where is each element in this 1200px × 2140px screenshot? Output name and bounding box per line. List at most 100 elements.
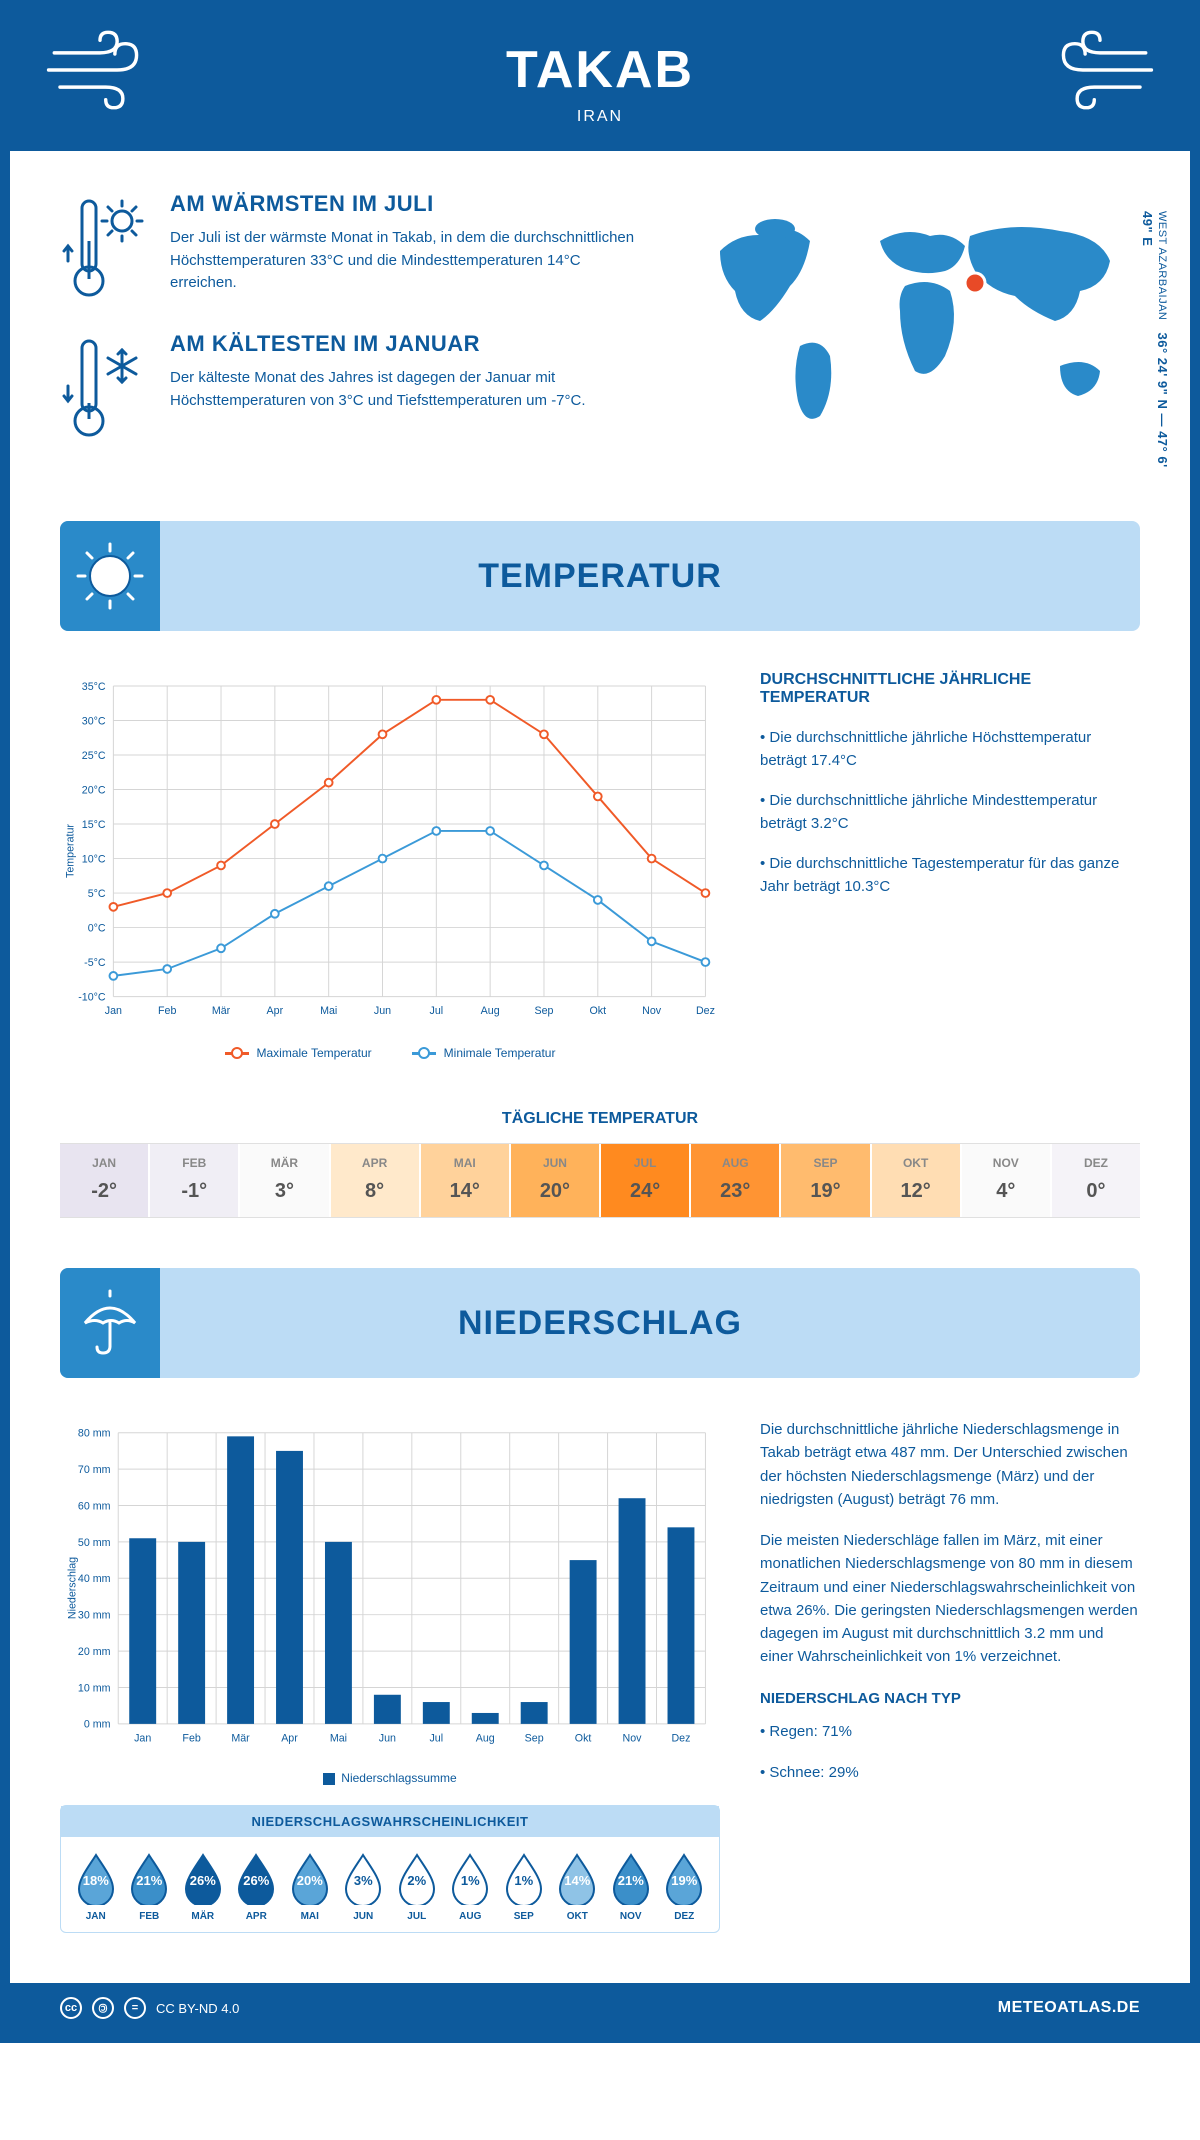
- drop-cell: 1% AUG: [444, 1851, 498, 1922]
- temperature-banner: TEMPERATUR: [60, 521, 1140, 631]
- temperature-section: -10°C-5°C0°C5°C10°C15°C20°C25°C30°C35°CJ…: [10, 631, 1190, 1080]
- drop-pct: 19%: [671, 1873, 697, 1888]
- temp-bullet: • Die durchschnittliche jährliche Höchst…: [760, 727, 1140, 772]
- svg-text:Feb: Feb: [182, 1732, 200, 1744]
- temperature-title: TEMPERATUR: [478, 557, 722, 596]
- drop-cell: 1% SEP: [497, 1851, 551, 1922]
- drop-month: MÄR: [176, 1911, 230, 1922]
- drop-month: APR: [230, 1911, 284, 1922]
- daily-month: APR: [331, 1156, 419, 1170]
- svg-text:20 mm: 20 mm: [78, 1646, 111, 1658]
- precip-section: 0 mm10 mm20 mm30 mm40 mm50 mm60 mm70 mm8…: [10, 1378, 1190, 1953]
- drop-icon: 20%: [289, 1851, 331, 1905]
- city-title: TAKAB: [30, 40, 1170, 100]
- drop-icon: 2%: [396, 1851, 438, 1905]
- svg-text:5°C: 5°C: [88, 888, 106, 900]
- drop-month: MAI: [283, 1911, 337, 1922]
- svg-text:Nov: Nov: [623, 1732, 643, 1744]
- drop-month: NOV: [604, 1911, 658, 1922]
- daily-cell: FEB -1°: [150, 1144, 240, 1217]
- site-name: METEOATLAS.DE: [998, 1999, 1140, 2017]
- svg-text:Apr: Apr: [281, 1732, 298, 1744]
- temperature-chart: -10°C-5°C0°C5°C10°C15°C20°C25°C30°C35°CJ…: [60, 671, 720, 1060]
- chart-legend: .legend-item:nth-child(1) .legend-swatch…: [60, 1046, 720, 1060]
- thermometer-hot-icon: [60, 191, 150, 301]
- svg-text:Jan: Jan: [134, 1732, 151, 1744]
- svg-text:Jul: Jul: [430, 1005, 444, 1017]
- temp-facts: AM WÄRMSTEN IM JULI Der Juli ist der wär…: [60, 191, 650, 471]
- drop-pct: 21%: [136, 1873, 162, 1888]
- daily-value: 12°: [872, 1180, 960, 1203]
- daily-value: 19°: [781, 1180, 869, 1203]
- daily-month: JUL: [601, 1156, 689, 1170]
- daily-month: JUN: [511, 1156, 599, 1170]
- license-text: CC BY-ND 4.0: [156, 2001, 239, 2016]
- svg-text:Jun: Jun: [374, 1005, 391, 1017]
- drop-icon: 26%: [182, 1851, 224, 1905]
- wind-icon: [1040, 30, 1160, 110]
- svg-text:15°C: 15°C: [82, 819, 106, 831]
- sun-icon: [75, 541, 145, 611]
- svg-text:Mär: Mär: [212, 1005, 231, 1017]
- footer-left: cc 🄯 = CC BY-ND 4.0: [60, 1997, 239, 2019]
- drop-cell: 26% MÄR: [176, 1851, 230, 1922]
- legend-max: .legend-item:nth-child(1) .legend-swatch…: [225, 1046, 372, 1060]
- temp-bullet: • Die durchschnittliche Tagestemperatur …: [760, 853, 1140, 898]
- svg-text:Aug: Aug: [476, 1732, 495, 1744]
- svg-text:Sep: Sep: [534, 1005, 553, 1017]
- daily-cell: JUL24°: [601, 1144, 691, 1217]
- daily-value: 0°: [1052, 1180, 1140, 1203]
- svg-text:60 mm: 60 mm: [78, 1500, 111, 1512]
- drop-cell: 21% FEB: [123, 1851, 177, 1922]
- drop-cell: 21% NOV: [604, 1851, 658, 1922]
- drop-cell: 14% OKT: [551, 1851, 605, 1922]
- svg-text:70 mm: 70 mm: [78, 1464, 111, 1476]
- daily-month: AUG: [691, 1156, 779, 1170]
- svg-text:10°C: 10°C: [82, 853, 106, 865]
- legend-max-label: Maximale Temperatur: [257, 1046, 372, 1060]
- precip-rain: • Regen: 71%: [760, 1720, 1140, 1743]
- temperature-sidebar: DURCHSCHNITTLICHE JÄHRLICHE TEMPERATUR •…: [760, 671, 1140, 1060]
- svg-text:Dez: Dez: [671, 1732, 690, 1744]
- daily-cell: MAI14°: [421, 1144, 511, 1217]
- fact-warm-text: Der Juli ist der wärmste Monat in Takab,…: [170, 227, 650, 295]
- precip-p2: Die meisten Niederschläge fallen im März…: [760, 1529, 1140, 1669]
- drop-cell: 19% DEZ: [658, 1851, 712, 1922]
- drop-icon: 21%: [128, 1851, 170, 1905]
- daily-value: 3°: [240, 1180, 328, 1203]
- daily-cell: APR8°: [331, 1144, 421, 1217]
- drop-month: JUN: [337, 1911, 391, 1922]
- bar-legend: Niederschlagssumme: [60, 1771, 720, 1785]
- drop-pct: 18%: [83, 1873, 109, 1888]
- daily-month: FEB: [150, 1156, 238, 1170]
- precip-banner: NIEDERSCHLAG: [60, 1268, 1140, 1378]
- bar-legend-label: Niederschlagssumme: [341, 1771, 456, 1785]
- svg-text:Mär: Mär: [231, 1732, 250, 1744]
- top-info: AM WÄRMSTEN IM JULI Der Juli ist der wär…: [10, 151, 1190, 511]
- header: TAKAB IRAN: [10, 10, 1190, 151]
- svg-text:Dez: Dez: [696, 1005, 715, 1017]
- drop-icon: 14%: [556, 1851, 598, 1905]
- prob-title: NIEDERSCHLAGSWAHRSCHEINLICHKEIT: [61, 1806, 719, 1837]
- cc-icon: cc: [60, 1997, 82, 2019]
- daily-month: JAN: [60, 1156, 148, 1170]
- daily-value: -1°: [150, 1180, 238, 1203]
- daily-cell: JUN20°: [511, 1144, 601, 1217]
- drop-pct: 3%: [354, 1873, 373, 1888]
- daily-title: TÄGLICHE TEMPERATUR: [10, 1110, 1190, 1128]
- svg-text:25°C: 25°C: [82, 750, 106, 762]
- svg-text:0°C: 0°C: [88, 922, 106, 934]
- svg-text:Feb: Feb: [158, 1005, 176, 1017]
- temp-bullet: • Die durchschnittliche jährliche Mindes…: [760, 790, 1140, 835]
- drop-month: FEB: [123, 1911, 177, 1922]
- drop-icon: 3%: [342, 1851, 384, 1905]
- fact-warm-title: AM WÄRMSTEN IM JULI: [170, 191, 650, 217]
- svg-text:30 mm: 30 mm: [78, 1610, 111, 1622]
- thermometer-cold-icon: [60, 331, 150, 441]
- svg-text:50 mm: 50 mm: [78, 1537, 111, 1549]
- svg-text:80 mm: 80 mm: [78, 1428, 111, 1440]
- prob-box: NIEDERSCHLAGSWAHRSCHEINLICHKEIT 18% JAN …: [60, 1805, 720, 1933]
- daily-month: DEZ: [1052, 1156, 1140, 1170]
- svg-text:-5°C: -5°C: [84, 957, 106, 969]
- fact-warmest: AM WÄRMSTEN IM JULI Der Juli ist der wär…: [60, 191, 650, 301]
